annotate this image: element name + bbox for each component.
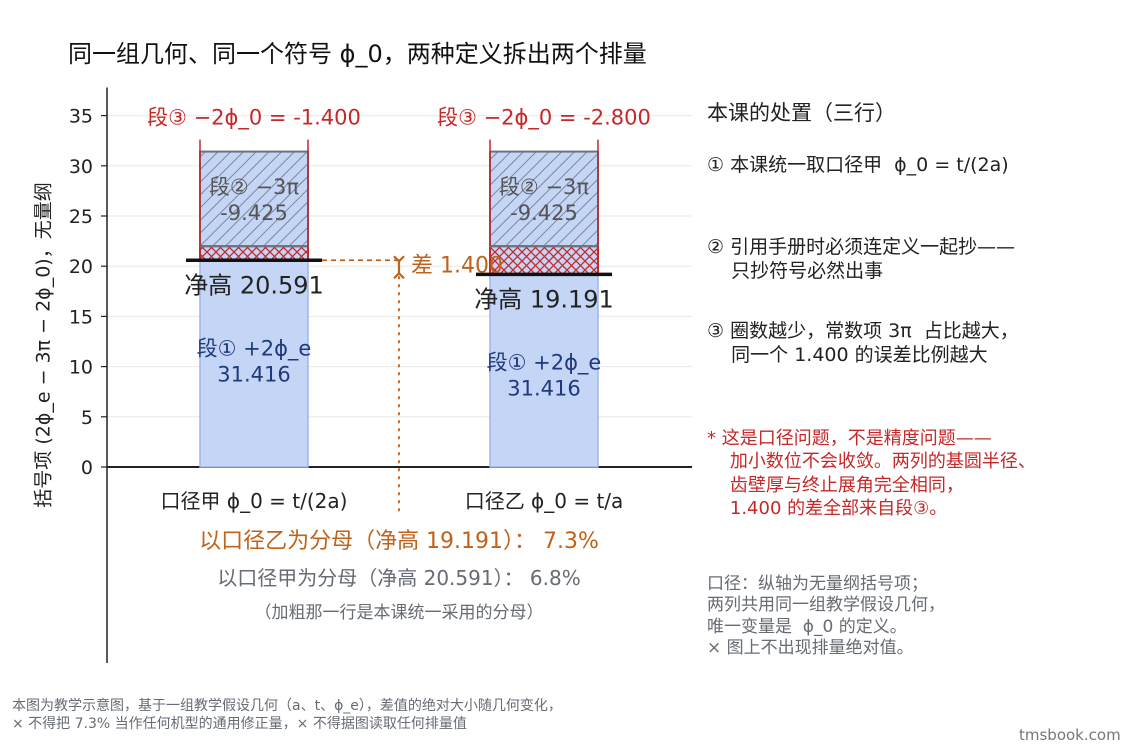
site-watermark: tmsbook.com — [1019, 726, 1121, 744]
seg2-series-label: 段② −3π — [209, 175, 299, 199]
y-tick-label: 35 — [69, 106, 93, 128]
seg2-bar — [489, 150, 599, 248]
ratio-line-primary: 以口径乙为分母（净高 19.191）： 7.3% — [199, 529, 599, 554]
ratio-footnote: （加粗那一行是本课统一采用的分母） — [255, 603, 544, 623]
y-tick-label: 20 — [69, 256, 93, 278]
y-tick-label: 30 — [69, 156, 93, 178]
seg2-value-label: -9.425 — [220, 201, 288, 225]
y-tick-label: 15 — [69, 306, 93, 328]
side-item-3: ③ 圈数越少，常数项 3π 占比越大， 同一个 1.400 的误差比例越大 — [707, 320, 1019, 366]
seg1-series-label: 段① +2ϕ_e — [487, 350, 602, 375]
side-item-1: ① 本课统一取口径甲 ϕ_0 = t/(2a) — [707, 154, 1009, 176]
seg2-bar — [199, 150, 309, 248]
diff-label: 差 1.400 — [411, 253, 503, 278]
y-tick-label: 10 — [69, 357, 93, 379]
footer-disclaimer: 本图为教学示意图，基于一组教学假设几何（a、t、ϕ_e），差值的绝对大小随几何变… — [12, 698, 562, 733]
x-category-label: 口径甲 ϕ_0 = t/(2a) — [161, 489, 348, 513]
x-category-label: 口径乙 ϕ_0 = t/a — [465, 489, 624, 513]
seg3-value-label: 段③ −2ϕ_0 = -1.400 — [147, 106, 361, 131]
seg1-value-label: 31.416 — [217, 362, 290, 386]
net-height-label: 净高 19.191 — [474, 285, 614, 313]
seg2-value-label: -9.425 — [510, 201, 578, 225]
seg3-value-label: 段③ −2ϕ_0 = -2.800 — [437, 106, 651, 131]
y-tick-label: 5 — [81, 407, 93, 429]
warning-note: * 这是口径问题，不是精度问题—— 加小数位不会收敛。两列的基圆半径、 齿壁厚与… — [707, 428, 1036, 520]
seg3-bar — [489, 245, 599, 276]
side-item-2: ② 引用手册时必须连定义一起抄—— 只抄符号必然出事 — [707, 236, 1016, 282]
side-heading: 本课的处置（三行） — [707, 101, 896, 125]
net-height-label: 净高 20.591 — [184, 271, 324, 299]
caliber-note: 口径：纵轴为无量纲括号项； 两列共用同一组教学假设几何， 唯一变量是 ϕ_0 的… — [707, 574, 945, 658]
page-title: 同一组几何、同一个符号 ϕ_0，两种定义拆出两个排量 — [68, 40, 647, 68]
seg3-bar — [199, 245, 309, 262]
seg1-value-label: 31.416 — [507, 376, 580, 400]
diff-bracket — [393, 255, 405, 280]
seg1-series-label: 段① +2ϕ_e — [197, 336, 312, 361]
y-tick-label: 25 — [69, 206, 93, 228]
y-tick-label: 0 — [81, 457, 93, 479]
ratio-line-secondary: 以口径甲为分母（净高 20.591）： 6.8% — [217, 566, 581, 590]
seg2-series-label: 段② −3π — [499, 175, 589, 199]
